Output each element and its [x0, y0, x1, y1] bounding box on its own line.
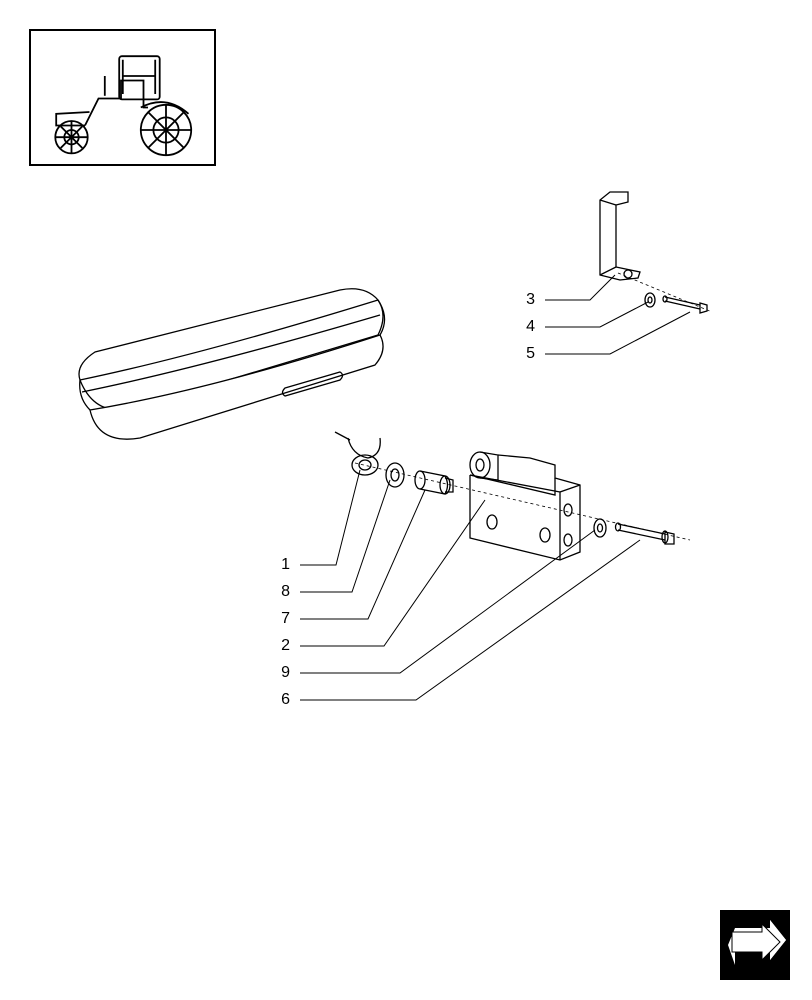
callout-label-2: 2 [270, 637, 290, 655]
callout-label-1: 1 [270, 556, 290, 574]
upper-bracket-assembly [600, 192, 712, 313]
armrest-assembly [79, 289, 690, 560]
callout-label-6: 6 [270, 691, 290, 709]
callout-label-5: 5 [515, 345, 535, 363]
armrest-pad [79, 289, 385, 475]
thumbnail-tractor [30, 30, 215, 165]
diagram-canvas [0, 0, 812, 1000]
callout-label-3: 3 [515, 291, 535, 309]
callout-label-9: 9 [270, 664, 290, 682]
callout-label-7: 7 [270, 610, 290, 628]
callout-label-4: 4 [515, 318, 535, 336]
callout-lines-upper [545, 275, 690, 354]
nav-arrow-icon[interactable] [720, 910, 790, 980]
callout-label-8: 8 [270, 583, 290, 601]
